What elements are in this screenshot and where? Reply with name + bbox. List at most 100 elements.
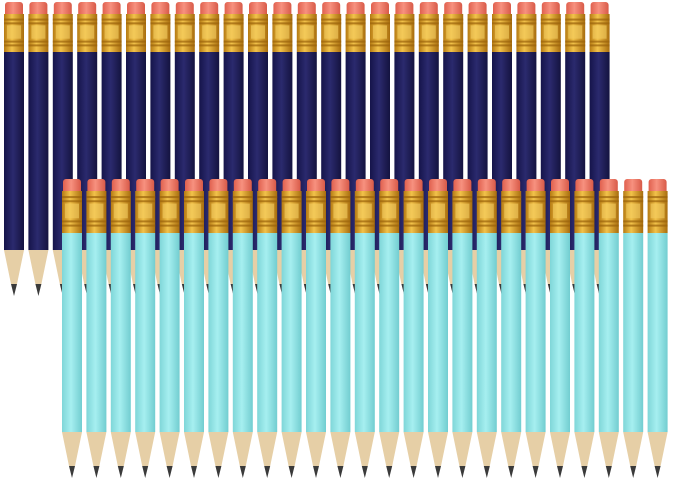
pencil-wood-tip <box>647 432 668 466</box>
pencil-eraser <box>224 2 243 17</box>
ferrule-crimp <box>431 203 445 219</box>
pencil-eraser <box>249 2 267 17</box>
ferrule-crimp <box>104 25 119 39</box>
pencil-body <box>306 233 326 432</box>
pencil-wood-tip <box>62 432 82 466</box>
pencil-lead <box>532 466 539 478</box>
ferrule-band <box>565 40 586 43</box>
ferrule-crimp <box>129 25 143 39</box>
ferrule-band <box>467 40 488 43</box>
ferrule-crimp <box>421 25 436 39</box>
ferrule-band <box>110 224 131 227</box>
ferrule-band <box>135 224 156 227</box>
pencil-eraser <box>502 179 521 194</box>
ferrule-band <box>467 44 488 47</box>
ferrule-band <box>418 44 439 47</box>
ferrule-band <box>28 44 49 47</box>
pencil-wood-tip <box>306 432 326 466</box>
ferrule-crimp <box>650 203 665 219</box>
ferrule-band <box>184 224 204 227</box>
pencil <box>501 179 522 478</box>
ferrule-crimp <box>260 203 275 219</box>
pencil-lead <box>288 466 295 478</box>
pencil <box>62 179 82 478</box>
ferrule-band <box>296 40 317 43</box>
pencil <box>232 179 253 478</box>
pencil <box>208 179 229 478</box>
pencil-body <box>525 233 546 432</box>
pencil <box>623 179 644 478</box>
ferrule-band <box>248 40 268 43</box>
pencil-eraser <box>590 2 609 17</box>
ferrule-crimp <box>251 25 265 39</box>
pencil-lead <box>361 466 368 478</box>
pencil <box>135 179 156 478</box>
ferrule-band <box>394 22 415 25</box>
pencil-body <box>501 233 522 432</box>
ferrule-band <box>101 18 122 21</box>
ferrule-band <box>4 22 24 25</box>
ferrule-band <box>62 196 82 199</box>
ferrule-band <box>28 40 49 43</box>
ferrule-band <box>598 224 619 227</box>
pencil-body <box>110 233 131 432</box>
ferrule-band <box>306 220 326 223</box>
ferrule-band <box>296 18 317 21</box>
ferrule-band <box>345 22 366 25</box>
ferrule-band <box>403 200 424 203</box>
pencil-eraser <box>355 179 374 194</box>
ferrule-band <box>467 18 488 21</box>
pencil <box>257 179 278 478</box>
pencil-eraser <box>541 2 560 17</box>
pencil-eraser <box>233 179 252 194</box>
ferrule-band <box>492 44 512 47</box>
pencil <box>574 179 595 478</box>
ferrule-crimp <box>543 25 558 39</box>
ferrule-band <box>501 220 522 223</box>
ferrule-band <box>28 22 49 25</box>
ferrule-crimp <box>601 203 616 219</box>
ferrule-crimp <box>284 203 299 219</box>
pencil-body <box>135 233 156 432</box>
pencil-eraser <box>624 179 643 194</box>
pencil-eraser <box>444 2 463 17</box>
pencil-eraser <box>87 179 106 194</box>
pencil-eraser <box>346 2 365 17</box>
ferrule-band <box>452 220 473 223</box>
pencil <box>525 179 546 478</box>
ferrule-crimp <box>162 203 177 219</box>
pencil-eraser <box>599 179 618 194</box>
ferrule-band <box>394 18 415 21</box>
pencil-eraser <box>63 179 81 194</box>
ferrule-band <box>623 196 644 199</box>
ferrule-band <box>281 196 302 199</box>
ferrule-band <box>452 200 473 203</box>
ferrule-band <box>184 200 204 203</box>
ferrule-crimp <box>455 203 470 219</box>
ferrule-band <box>86 220 107 223</box>
ferrule-band <box>540 22 561 25</box>
pencil-eraser <box>136 179 155 194</box>
ferrule-band <box>272 40 293 43</box>
ferrule-band <box>516 18 537 21</box>
ferrule-crimp <box>504 203 519 219</box>
pencil-wood-tip <box>476 432 497 466</box>
ferrule-band <box>647 200 668 203</box>
ferrule-band <box>428 196 448 199</box>
pencil <box>86 179 107 478</box>
ferrule-band <box>370 40 390 43</box>
ferrule-crimp <box>568 25 583 39</box>
pencil-body <box>208 233 229 432</box>
ferrule-band <box>4 40 24 43</box>
ferrule-band <box>174 40 195 43</box>
pencil <box>379 179 400 478</box>
ferrule-band <box>623 224 644 227</box>
pencil-wood-tip <box>379 432 400 466</box>
ferrule-band <box>330 220 351 223</box>
ferrule-band <box>550 200 570 203</box>
ferrule-band <box>86 200 107 203</box>
pencil-body <box>623 233 644 432</box>
ferrule-band <box>370 44 390 47</box>
ferrule-band <box>589 44 610 47</box>
pencil-eraser <box>273 2 292 17</box>
